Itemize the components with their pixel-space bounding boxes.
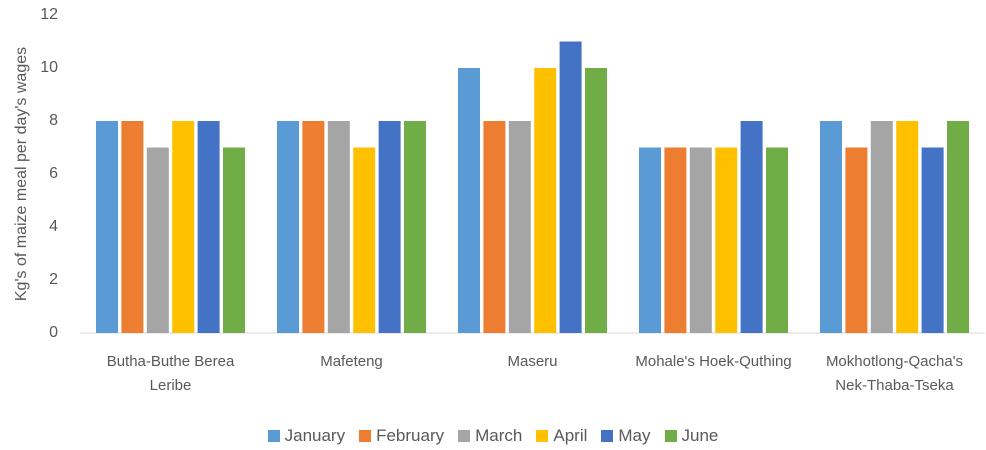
legend-item: January [267,426,346,446]
legend-label: January [284,426,346,445]
y-tick-label: 0 [49,324,58,341]
bar [921,147,944,333]
y-tick-label: 10 [40,59,58,76]
bar [559,41,582,333]
bar [327,121,350,333]
bar [378,121,401,333]
bar [534,68,557,333]
bar [96,121,118,333]
bar [845,147,868,333]
y-tick-label: 8 [49,112,58,129]
bar [458,68,480,333]
legend-label: February [376,426,445,445]
bar [483,121,506,333]
y-axis-label: Kg's of maize meal per day's wages [13,47,30,301]
bar [302,121,325,333]
bar [172,121,195,333]
bar [740,121,763,333]
bar [223,147,245,333]
legend-swatch [267,430,280,442]
bar [121,121,144,333]
bar [404,121,426,333]
y-tick-label: 2 [49,271,58,288]
bar [508,121,531,333]
legend-label: May [618,426,651,445]
y-tick-label: 4 [49,218,58,235]
legend-label: April [553,426,588,445]
legend-item: February [359,426,444,446]
legend: January February March April May June [0,426,986,446]
bar [277,121,299,333]
x-tick-label: Mafeteng [320,353,383,370]
y-tick-label: 12 [40,6,58,23]
legend-item: March [458,426,522,446]
x-tick-label: Butha-Buthe Berea Leribe [106,353,235,394]
bar [766,147,788,333]
bar [896,121,919,333]
bar [820,121,842,333]
x-tick-label: Mokhotlong-Qacha's Nek-Thaba-Tseka [825,353,964,394]
legend-swatch [664,430,677,442]
legend-item: May [601,426,651,446]
legend-swatch [536,430,549,442]
legend-item: June [664,426,719,446]
bar [353,147,376,333]
x-tick-label: Maseru [507,353,558,370]
bar [664,147,687,333]
legend-swatch [359,430,372,442]
bar [197,121,220,333]
legend-swatch [601,430,614,442]
legend-label: March [475,426,523,445]
y-tick-label: 6 [49,165,58,182]
x-tick-label: Mohale's Hoek-Quthing [635,353,792,370]
bar [947,121,969,333]
bar [146,147,169,333]
bar [715,147,738,333]
bar [689,147,712,333]
legend-item: April [536,426,587,446]
bar [585,68,607,333]
legend-swatch [458,430,471,442]
bar [639,147,661,333]
legend-label: June [681,426,719,445]
bar [870,121,893,333]
